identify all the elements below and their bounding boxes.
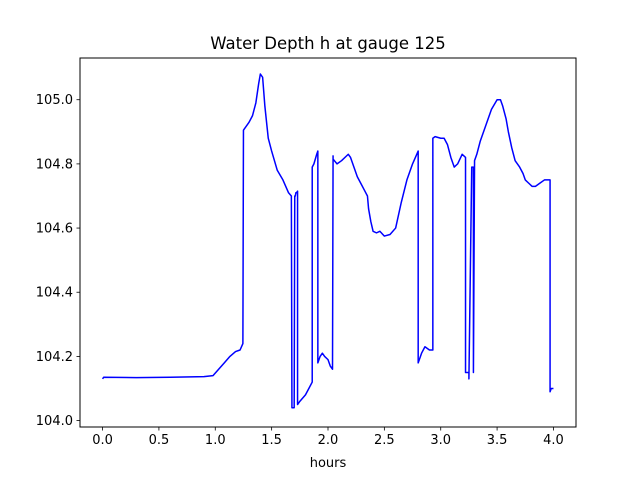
x-tick-label: 0.5: [149, 433, 170, 448]
x-axis-label: hours: [310, 456, 347, 471]
x-tick-label: 3.0: [430, 433, 451, 448]
y-tick-label: 104.0: [36, 414, 73, 429]
plot-area: 0.0 0.5 1.0 1.5 2.0 2.5 3.0 3.5 4.0 104.0 104.2 104…: [36, 57, 577, 448]
x-tick-label: 3.5: [487, 433, 508, 448]
y-tick-label: 104.2: [36, 350, 73, 365]
chart-title: Water Depth h at gauge 125: [210, 34, 445, 53]
x-tick-label: 0.0: [92, 433, 113, 448]
y-tick-label: 104.6: [36, 222, 73, 237]
y-tick-label: 105.0: [36, 93, 73, 108]
x-tick-label: 2.0: [318, 433, 339, 448]
y-tick-label: 104.4: [36, 286, 73, 301]
series-line-1: [101, 73, 554, 409]
x-tick-label: 1.5: [261, 433, 282, 448]
x-tick-label: 1.0: [205, 433, 226, 448]
x-tick-label: 4.0: [543, 433, 564, 448]
y-tick-label: 104.8: [36, 157, 73, 172]
x-tick-label: 2.5: [374, 433, 395, 448]
